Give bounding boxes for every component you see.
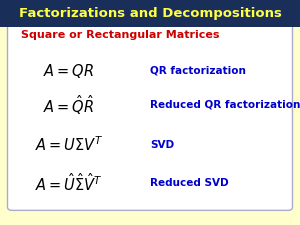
FancyBboxPatch shape bbox=[8, 24, 292, 210]
Text: $A = U\Sigma V^T$: $A = U\Sigma V^T$ bbox=[34, 136, 104, 155]
Text: QR factorization: QR factorization bbox=[150, 66, 246, 76]
Bar bbox=[0, 0, 300, 27]
Text: $A = \hat{U}\hat{\Sigma}\hat{V}^T$: $A = \hat{U}\hat{\Sigma}\hat{V}^T$ bbox=[35, 173, 103, 194]
Text: SVD: SVD bbox=[150, 140, 174, 150]
Text: Square or Rectangular Matrices: Square or Rectangular Matrices bbox=[21, 30, 220, 40]
Text: $A = \hat{Q}\hat{R}$: $A = \hat{Q}\hat{R}$ bbox=[43, 93, 95, 117]
Text: $A = QR$: $A = QR$ bbox=[44, 62, 94, 80]
Text: Factorizations and Decompositions: Factorizations and Decompositions bbox=[19, 7, 281, 20]
Text: Reduced QR factorization: Reduced QR factorization bbox=[150, 100, 300, 110]
Text: Reduced SVD: Reduced SVD bbox=[150, 178, 229, 188]
